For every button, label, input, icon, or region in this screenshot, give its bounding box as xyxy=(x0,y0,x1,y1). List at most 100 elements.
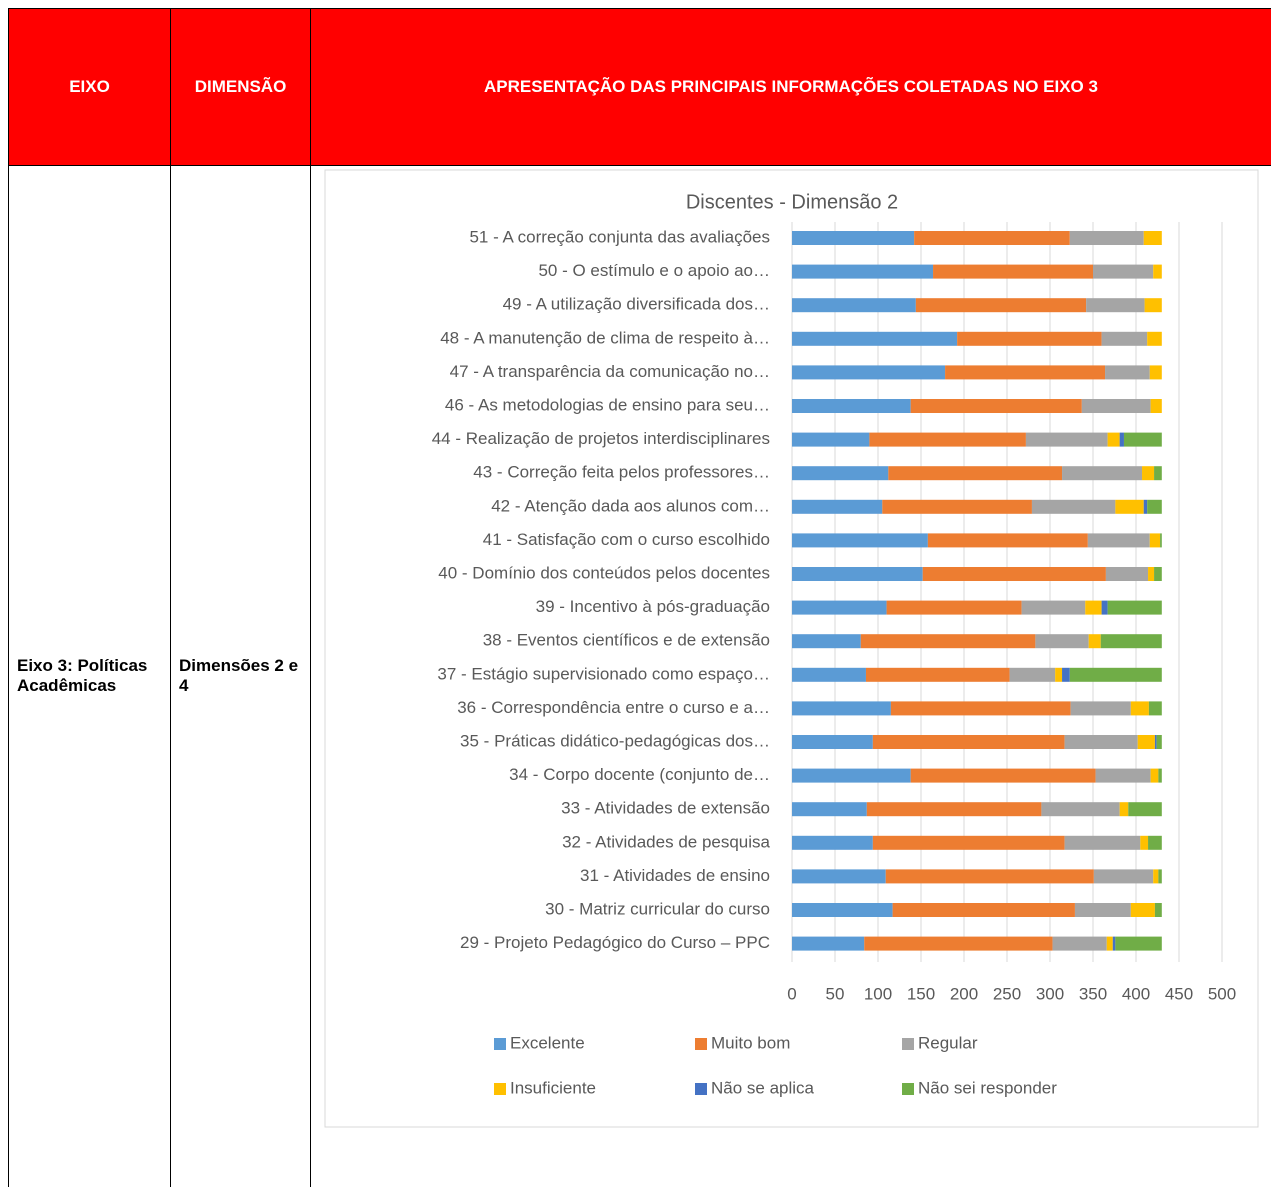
bar-segment xyxy=(792,869,886,884)
body-cell: Dimensões 2 e 4 xyxy=(170,165,311,1187)
bar-segment xyxy=(1119,802,1129,817)
bar-segment xyxy=(886,600,1022,615)
legend-swatch xyxy=(902,1038,914,1050)
bar-segment xyxy=(1107,600,1162,615)
bar-segment xyxy=(1021,600,1086,615)
bar-segment xyxy=(888,466,1063,481)
bar-segment xyxy=(792,399,911,413)
bar-segment xyxy=(792,835,873,850)
bar-segment xyxy=(792,667,866,682)
bar-segment xyxy=(792,499,883,514)
x-tick-label: 250 xyxy=(993,984,1021,1003)
bar-segment xyxy=(1149,365,1162,380)
y-tick-label: 40 - Domínio dos conteúdos pelos docente… xyxy=(438,563,770,582)
legend-label: Insuficiente xyxy=(510,1078,596,1097)
bar-segment xyxy=(1149,533,1161,548)
bar-segment xyxy=(1123,432,1162,447)
bar-segment xyxy=(1064,735,1138,749)
bar-segment xyxy=(1107,432,1120,447)
legend-label: Regular xyxy=(918,1033,978,1052)
bar-segment xyxy=(882,499,1032,514)
y-tick-label: 47 - A transparência da comunicação no… xyxy=(450,362,770,381)
bar-segment xyxy=(1062,466,1143,481)
bar-segment xyxy=(1112,936,1116,951)
bar-segment xyxy=(1115,936,1162,951)
bar-segment xyxy=(792,768,911,783)
bar-segment xyxy=(1153,264,1162,279)
bar-segment xyxy=(792,802,867,817)
bar-segment xyxy=(1150,768,1159,783)
y-tick-label: 31 - Atividades de ensino xyxy=(580,866,770,885)
bar-segment xyxy=(1069,667,1162,682)
body-cell: Eixo 3: Políticas Acadêmicas xyxy=(8,165,171,1187)
bar-segment xyxy=(1154,903,1162,917)
bar-segment xyxy=(1130,701,1149,716)
bar-segment xyxy=(792,600,887,615)
bar-segment xyxy=(792,365,946,380)
x-tick-label: 150 xyxy=(907,984,935,1003)
bar-segment xyxy=(866,802,1042,817)
y-tick-label: 43 - Correção feita pelos professores… xyxy=(473,463,770,482)
bar-segment xyxy=(1137,735,1155,749)
bar-segment xyxy=(957,331,1102,346)
bar-segment xyxy=(1148,567,1155,581)
bar-segment xyxy=(1035,634,1089,649)
legend-swatch xyxy=(494,1083,506,1095)
bar-segment xyxy=(792,432,870,447)
x-tick-label: 100 xyxy=(864,984,892,1003)
bar-segment xyxy=(860,634,1036,649)
bar-segment xyxy=(1087,533,1150,548)
y-tick-label: 46 - As metodologias de ensino para seu… xyxy=(445,395,770,414)
bar-segment xyxy=(1144,298,1162,313)
x-tick-label: 300 xyxy=(1036,984,1064,1003)
bar-segment xyxy=(1143,499,1148,514)
bar-segment xyxy=(910,768,1096,783)
bar-segment xyxy=(792,936,865,951)
bar-segment xyxy=(1154,567,1162,581)
bar-segment xyxy=(1101,331,1148,346)
bar-segment xyxy=(792,533,928,548)
y-tick-label: 33 - Atividades de extensão xyxy=(561,799,770,818)
bar-segment xyxy=(1158,869,1162,884)
y-tick-label: 44 - Realização de projetos interdiscipl… xyxy=(432,429,770,448)
legend-swatch xyxy=(695,1083,707,1095)
bar-segment xyxy=(1154,466,1162,481)
bar-segment xyxy=(864,936,1053,951)
y-tick-label: 41 - Satisfação com o curso escolhido xyxy=(483,530,770,549)
bar-segment xyxy=(792,298,916,313)
bar-segment xyxy=(1143,231,1162,245)
legend-label: Não sei responder xyxy=(918,1078,1057,1097)
bar-segment xyxy=(1088,634,1101,649)
bar-segment xyxy=(1081,399,1151,413)
bar-segment xyxy=(792,903,893,917)
x-tick-label: 200 xyxy=(950,984,978,1003)
bar-segment xyxy=(1140,835,1149,850)
bar-segment xyxy=(792,701,891,716)
bar-segment xyxy=(1062,667,1070,682)
legend-label: Excelente xyxy=(510,1033,585,1052)
y-tick-label: 37 - Estágio supervisionado como espaço… xyxy=(437,664,770,683)
y-tick-label: 48 - A manutenção de clima de respeito à… xyxy=(440,328,770,347)
bar-segment xyxy=(1119,432,1124,447)
bar-segment xyxy=(1074,903,1131,917)
cell-border xyxy=(310,165,311,1187)
header-cell: DIMENSÃO xyxy=(170,8,311,166)
bar-segment xyxy=(792,264,934,279)
bar-segment xyxy=(1130,903,1155,917)
bar-segment xyxy=(914,231,1070,245)
bar-segment xyxy=(945,365,1106,380)
bar-segment xyxy=(1142,466,1155,481)
bar-segment xyxy=(890,701,1071,716)
y-tick-label: 34 - Corpo docente (conjunto de… xyxy=(509,765,770,784)
x-tick-label: 400 xyxy=(1122,984,1150,1003)
bar-segment xyxy=(1115,499,1144,514)
y-tick-label: 42 - Atenção dada aos alunos com… xyxy=(491,496,770,515)
y-tick-label: 50 - O estímulo e o apoio ao… xyxy=(538,261,770,280)
bar-segment xyxy=(933,264,1093,279)
bar-segment xyxy=(1105,365,1150,380)
y-tick-label: 49 - A utilização diversificada dos… xyxy=(503,295,770,314)
bar-segment xyxy=(1101,600,1108,615)
bar-segment xyxy=(1148,835,1162,850)
